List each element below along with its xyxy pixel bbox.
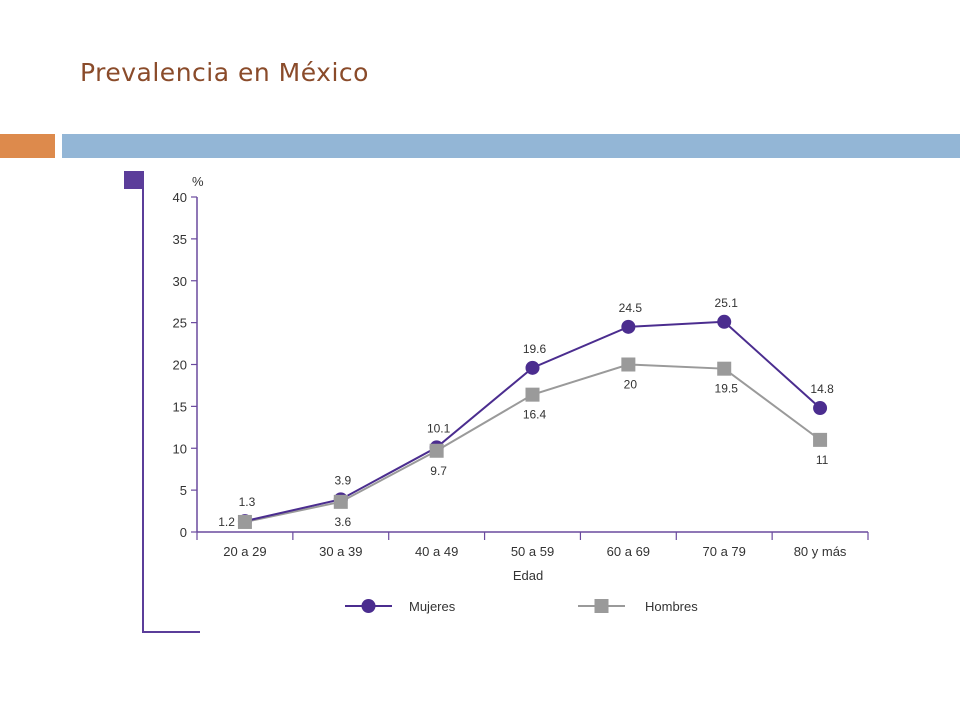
data-label-mujeres: 10.1 [427,421,451,435]
frame-square-marker [124,171,142,189]
data-label-hombres: 9.7 [430,464,447,478]
y-tick-label: 40 [173,190,187,205]
point-hombres [621,357,636,372]
x-tick-label: 60 a 69 [607,544,650,559]
point-hombres [813,432,828,447]
x-tick-label: 40 a 49 [415,544,458,559]
x-tick-label: 80 y más [794,544,847,559]
data-label-mujeres: 19.6 [523,342,547,356]
y-tick-label: 25 [173,316,187,331]
accent-bar-blue [62,134,960,158]
point-hombres [333,494,348,509]
point-mujeres [717,314,732,329]
y-tick-label: 30 [173,274,187,289]
chart-data-labels: 1.3 3.9 10.1 19.6 24.5 25.1 14.8 1.2 3.6 9.7 16.4 2… [218,296,834,529]
chart-axes: 0 5 10 15 20 25 30 35 40% 20 a 29 30 a 39 40 a 49 50… [173,174,869,583]
point-mujeres [621,319,636,334]
data-label-hombres: 16.4 [523,408,547,422]
x-tick-label: 70 a 79 [703,544,746,559]
x-tick-label: 20 a 29 [223,544,266,559]
y-tick-label: 20 [173,358,187,373]
data-label-mujeres: 14.8 [810,382,834,396]
legend-label-mujeres: Mujeres [409,599,456,614]
point-hombres [717,361,732,376]
data-label-hombres: 3.6 [334,515,351,529]
point-mujeres [813,401,828,416]
data-label-mujeres: 1.3 [239,495,256,509]
data-label-hombres: 20 [624,378,638,392]
x-tick-label: 50 a 59 [511,544,554,559]
data-label-hombres: 11 [816,453,829,467]
y-axis-title: % [192,174,204,189]
accent-bar-orange [0,134,55,158]
data-label-mujeres: 3.9 [334,473,351,487]
chart-frame [124,171,200,633]
point-mujeres [525,360,540,375]
y-tick-label: 10 [173,441,187,456]
y-tick-label: 35 [173,232,187,247]
legend-marker-mujeres [361,599,376,613]
y-tick-label: 5 [180,483,187,498]
x-axis-title: Edad [513,568,543,583]
point-hombres [525,387,540,402]
chart-legend: Mujeres Hombres [345,599,698,614]
point-hombres [429,443,444,458]
data-label-mujeres: 25.1 [715,296,739,310]
point-hombres [237,514,252,529]
data-label-mujeres: 24.5 [619,301,643,315]
data-label-hombres: 19.5 [715,382,739,396]
y-tick-label: 0 [180,525,187,540]
data-label-hombres: 1.2 [218,515,235,529]
legend-marker-hombres [594,599,609,613]
y-tick-label: 15 [173,399,187,414]
x-tick-label: 30 a 39 [319,544,362,559]
chart-series [237,314,828,529]
legend-label-hombres: Hombres [645,599,698,614]
slide-title: Prevalencia en México [80,58,369,87]
